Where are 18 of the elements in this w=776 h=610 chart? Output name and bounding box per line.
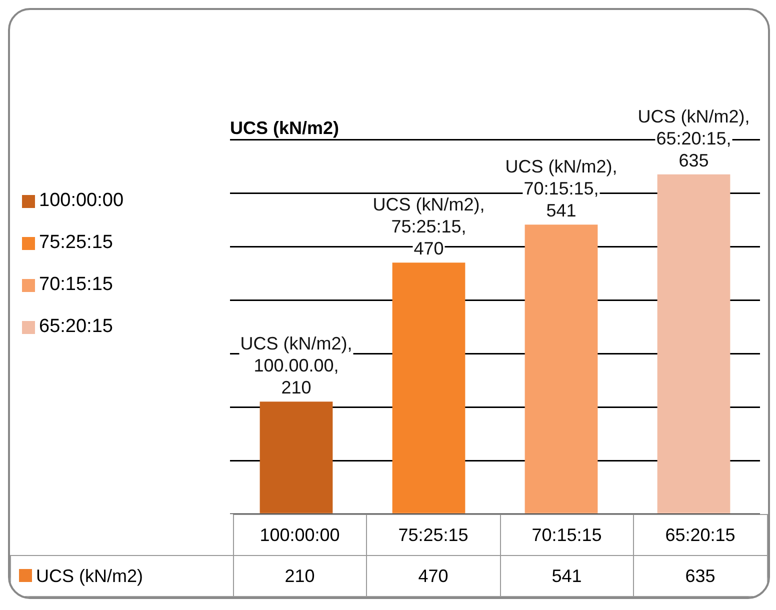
data-label: 635 [634,556,767,596]
category-label: 70:15:15 [39,274,113,295]
data-label: 210 [233,556,366,596]
annotation: UCS (kN/m2), 65:20:15, 635 [638,106,750,170]
x-tick-label: 70:15:15 [500,514,634,556]
x-tick-label: 65:20:15 [634,514,767,556]
annotation: UCS (kN/m2), 100.00.00, 210 [240,334,352,398]
x-tick-label: 100:00:00 [233,514,366,556]
annotation: UCS (kN/m2), 70:15:15, 541 [505,156,618,221]
x-tick-label: 75:25:15 [366,514,500,556]
chart-title: UCS (kN/m2) [230,118,340,138]
category-label: 65:20:15 [39,316,113,337]
category-label: 75:25:15 [39,232,113,253]
data-label: 541 [500,556,634,596]
category-label: 100:00:00 [39,190,124,211]
legend-label: UCS (kN/m2) [36,566,143,586]
data-label: 470 [366,556,500,596]
annotation: UCS (kN/m2), 75:25:15, 470 [372,194,485,259]
